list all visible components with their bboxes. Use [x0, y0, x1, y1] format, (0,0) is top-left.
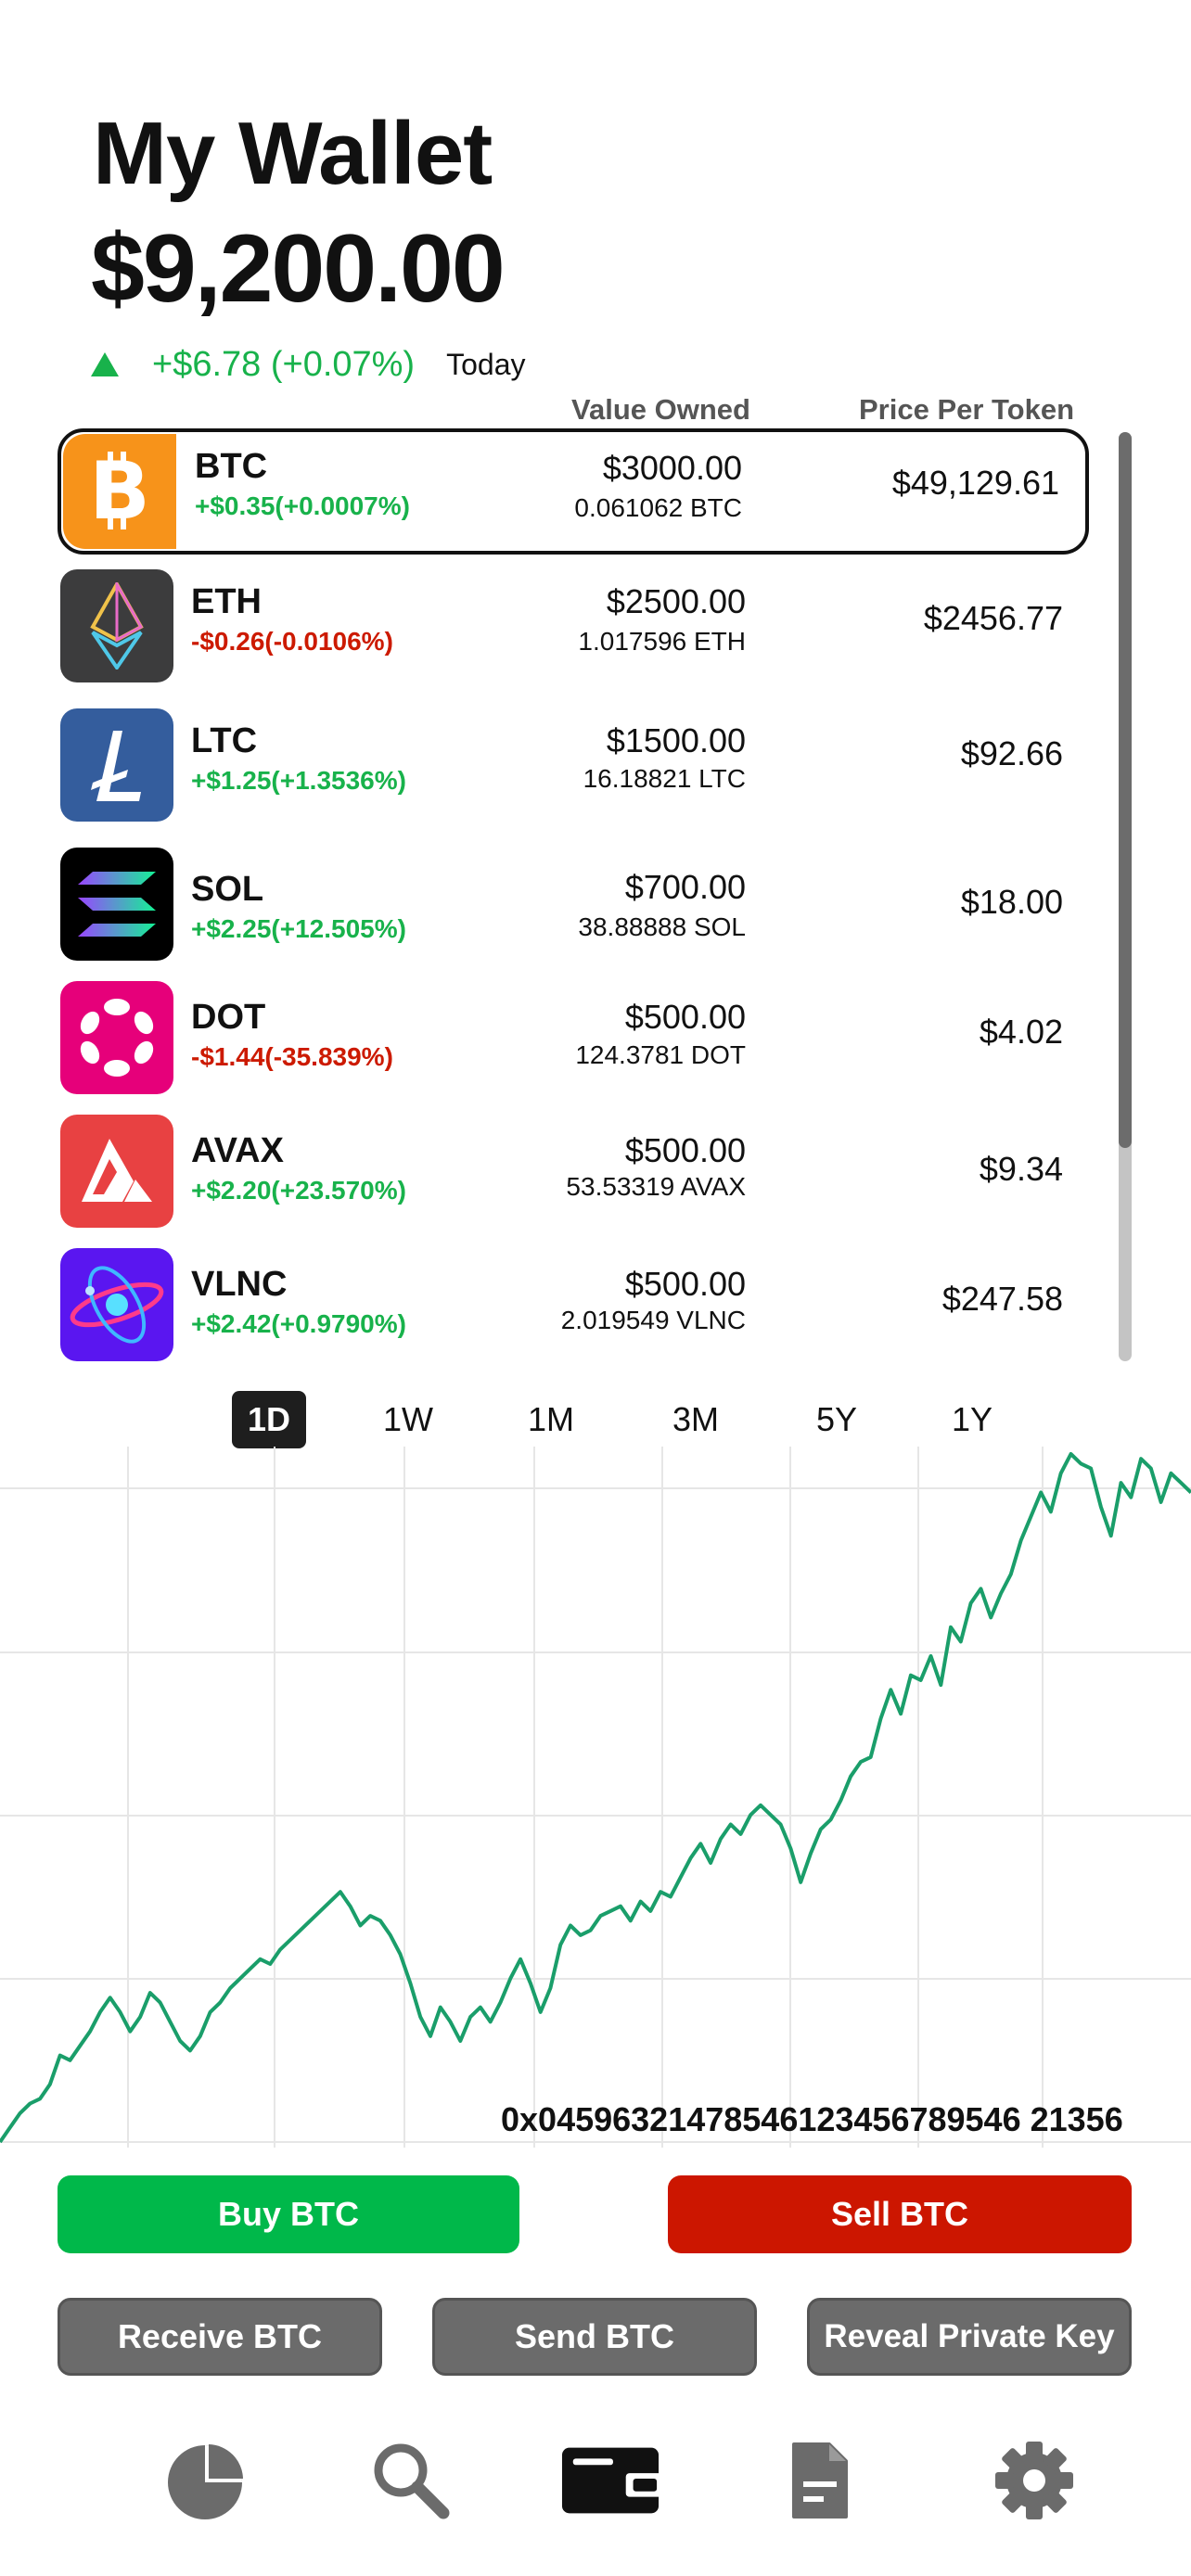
asset-row-btc[interactable]: B BTC +$0.35(+0.0007%) $3000.00 0.061062… [58, 428, 1089, 555]
nav-documents[interactable] [768, 2429, 870, 2531]
asset-price: $4.02 [979, 1013, 1063, 1051]
ethereum-icon [60, 569, 173, 682]
svg-text:B: B [89, 450, 150, 533]
asset-price: $247.58 [941, 1280, 1063, 1318]
asset-change: -$0.26(-0.0106%) [191, 627, 393, 656]
chart-grid [0, 1447, 1191, 2148]
tab-1m[interactable]: 1M [527, 1400, 574, 1438]
asset-value: $2500.00 [606, 582, 746, 620]
asset-value: $3000.00 [602, 449, 742, 487]
asset-symbol: LTC [191, 721, 258, 760]
asset-row-vlnc[interactable]: VLNC +$2.42(+0.9790%) $500.00 2.019549 V… [58, 1248, 1089, 1374]
polkadot-icon [60, 981, 173, 1094]
solana-icon [60, 848, 173, 961]
tab-1y[interactable]: 1Y [951, 1400, 993, 1438]
asset-symbol: BTC [195, 447, 268, 486]
asset-change: +$2.42(+0.9790%) [191, 1309, 406, 1338]
receive-button[interactable]: Receive BTC [58, 2298, 382, 2376]
change-period-label: Today [446, 347, 526, 381]
wallet-address: 0x04596321478546123456789546 21356 [501, 2100, 1123, 2138]
asset-value: $500.00 [624, 1131, 746, 1169]
asset-quantity: 38.88888 SOL [578, 912, 746, 941]
asset-change: +$1.25(+1.3536%) [191, 766, 406, 795]
tab-3m[interactable]: 3M [672, 1400, 719, 1438]
bitcoin-icon: B [63, 434, 176, 549]
wallet-icon [561, 2447, 662, 2514]
avalanche-icon [60, 1115, 173, 1228]
asset-price: $2456.77 [923, 599, 1063, 637]
litecoin-icon [60, 708, 173, 822]
nav-settings[interactable] [983, 2429, 1085, 2531]
asset-quantity: 2.019549 VLNC [560, 1306, 746, 1334]
asset-quantity: 0.061062 BTC [574, 493, 742, 522]
up-arrow-icon [91, 352, 119, 376]
asset-change: +$2.20(+23.570%) [191, 1176, 406, 1205]
asset-price: $92.66 [960, 734, 1063, 772]
tab-1w[interactable]: 1W [383, 1400, 433, 1438]
sell-button[interactable]: Sell BTC [668, 2175, 1132, 2253]
asset-value: $700.00 [624, 868, 746, 906]
daily-change-row: +$6.78 (+0.07%) Today [91, 341, 525, 388]
asset-quantity: 124.3781 DOT [575, 1040, 746, 1069]
scrollbar-thumb[interactable] [1119, 432, 1132, 1148]
buy-button[interactable]: Buy BTC [58, 2175, 519, 2253]
asset-value: $500.00 [624, 998, 746, 1036]
tab-5y[interactable]: 5Y [815, 1400, 858, 1438]
send-button[interactable]: Send BTC [432, 2298, 757, 2376]
asset-price: $9.34 [979, 1150, 1063, 1188]
asset-symbol: SOL [191, 870, 264, 909]
pie-chart-icon [168, 2444, 243, 2519]
asset-row-dot[interactable]: DOT -$1.44(-35.839%) $500.00 124.3781 DO… [58, 981, 1089, 1107]
asset-quantity: 16.18821 LTC [583, 764, 746, 793]
asset-change: -$1.44(-35.839%) [191, 1042, 393, 1071]
asset-symbol: ETH [191, 582, 262, 621]
asset-symbol: VLNC [191, 1265, 288, 1304]
reveal-private-key-button[interactable]: Reveal Private Key [807, 2298, 1132, 2376]
tab-1d[interactable]: 1D [232, 1391, 306, 1448]
asset-change: +$2.25(+12.505%) [191, 914, 406, 943]
asset-value: $500.00 [624, 1265, 746, 1303]
page-title: My Wallet [93, 104, 493, 203]
search-icon [374, 2443, 450, 2519]
bottom-nav [0, 2429, 1191, 2531]
range-tabs: 1D 1W 1M 3M 5Y 1Y [0, 1391, 1191, 1452]
price-chart[interactable] [0, 1447, 1191, 2148]
price-per-token-header: Price Per Token [859, 393, 1075, 426]
asset-quantity: 1.017596 ETH [578, 627, 746, 656]
nav-portfolio[interactable] [154, 2429, 256, 2531]
asset-row-sol[interactable]: SOL +$2.25(+12.505%) $700.00 38.88888 SO… [58, 846, 1089, 972]
asset-row-ltc[interactable]: LTC +$1.25(+1.3536%) $1500.00 16.18821 L… [58, 707, 1089, 833]
nav-wallet[interactable] [560, 2429, 662, 2531]
asset-quantity: 53.53319 AVAX [566, 1172, 746, 1201]
chart-line [0, 1452, 1191, 2144]
nav-search[interactable] [360, 2429, 462, 2531]
asset-price: $18.00 [960, 883, 1063, 921]
asset-change: +$0.35(+0.0007%) [195, 491, 410, 520]
asset-symbol: AVAX [191, 1131, 284, 1170]
gear-icon [995, 2442, 1073, 2519]
daily-change-value: +$6.78 (+0.07%) [152, 344, 416, 384]
asset-row-avax[interactable]: AVAX +$2.20(+23.570%) $500.00 53.53319 A… [58, 1115, 1089, 1241]
value-owned-header: Value Owned [571, 393, 750, 426]
document-icon [792, 2442, 848, 2519]
atom-icon [60, 1248, 173, 1361]
asset-row-eth[interactable]: ETH -$0.26(-0.0106%) $2500.00 1.017596 E… [58, 567, 1089, 694]
asset-value: $1500.00 [606, 721, 746, 759]
asset-price: $49,129.61 [891, 464, 1059, 502]
wallet-balance: $9,200.00 [91, 215, 506, 323]
asset-symbol: DOT [191, 998, 266, 1037]
